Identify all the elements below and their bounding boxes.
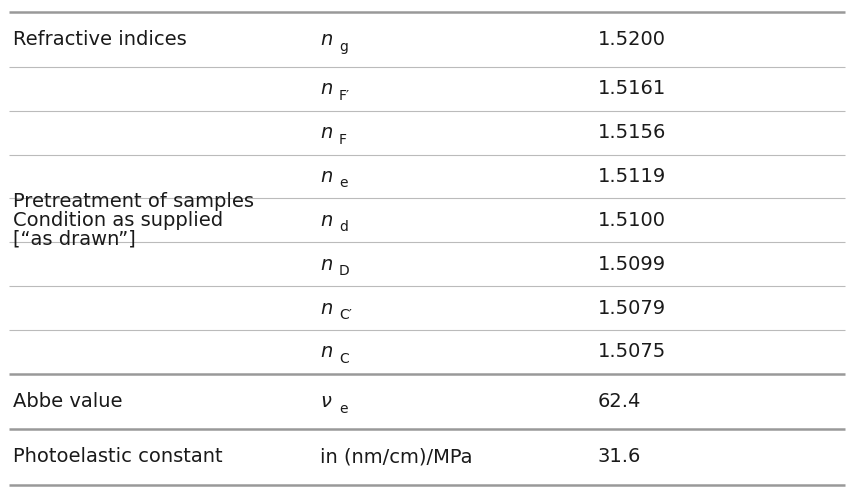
Text: ν: ν [320, 392, 331, 411]
Text: 1.5079: 1.5079 [597, 299, 665, 318]
Text: F: F [339, 133, 346, 147]
Text: Refractive indices: Refractive indices [13, 30, 186, 49]
Text: D: D [339, 264, 350, 278]
Text: g: g [339, 40, 347, 54]
Text: n: n [320, 167, 332, 186]
Text: Photoelastic constant: Photoelastic constant [13, 447, 222, 466]
Text: 1.5100: 1.5100 [597, 211, 665, 230]
Text: 62.4: 62.4 [597, 392, 641, 411]
Text: n: n [320, 342, 332, 361]
Text: Pretreatment of samples: Pretreatment of samples [13, 192, 253, 211]
Text: 1.5099: 1.5099 [597, 255, 665, 274]
Text: Abbe value: Abbe value [13, 392, 122, 411]
Text: n: n [320, 211, 332, 230]
Text: 1.5075: 1.5075 [597, 342, 665, 361]
Text: n: n [320, 79, 332, 98]
Text: F′: F′ [339, 88, 350, 103]
Text: C: C [339, 352, 348, 366]
Text: e: e [339, 176, 347, 190]
Text: Condition as supplied: Condition as supplied [13, 211, 223, 230]
Text: n: n [320, 30, 332, 49]
Text: in (nm/cm)/MPa: in (nm/cm)/MPa [320, 447, 473, 466]
Text: d: d [339, 220, 347, 234]
Text: n: n [320, 255, 332, 274]
Text: 31.6: 31.6 [597, 447, 641, 466]
Text: e: e [339, 402, 347, 415]
Text: n: n [320, 299, 332, 318]
Text: n: n [320, 123, 332, 142]
Text: C′: C′ [339, 308, 351, 322]
Text: 1.5156: 1.5156 [597, 123, 665, 142]
Text: 1.5200: 1.5200 [597, 30, 665, 49]
Text: [“as drawn”]: [“as drawn”] [13, 230, 136, 248]
Text: 1.5119: 1.5119 [597, 167, 665, 186]
Text: 1.5161: 1.5161 [597, 79, 665, 98]
